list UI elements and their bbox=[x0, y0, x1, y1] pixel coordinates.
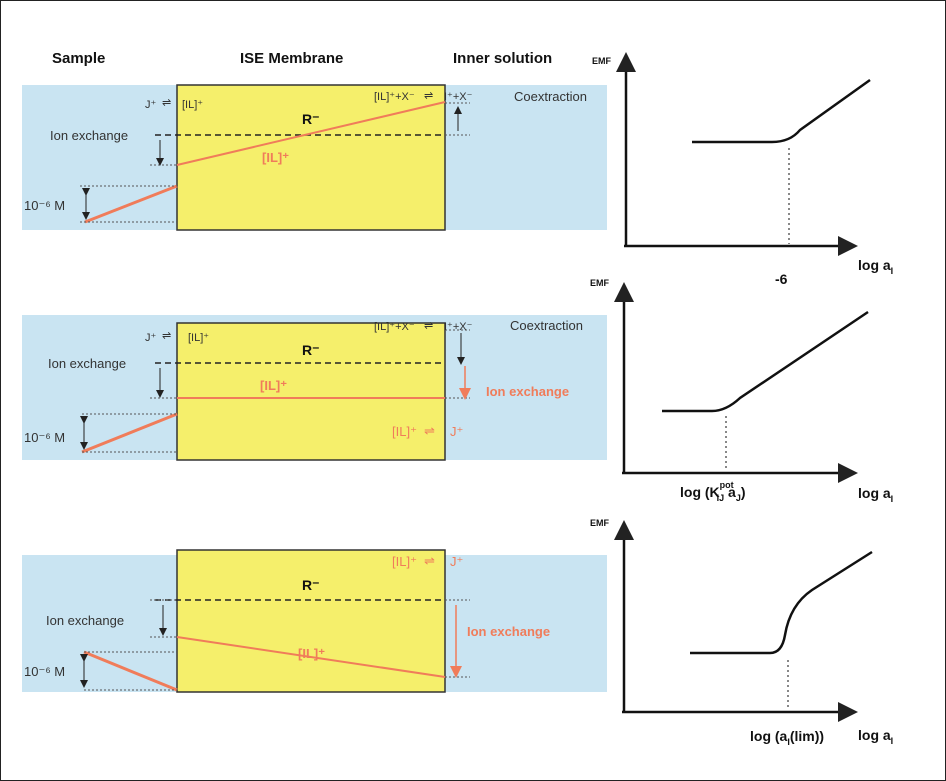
label-membrane-il: [IL]⁺ bbox=[298, 646, 325, 661]
label-conc: 10⁻⁶ M bbox=[24, 430, 65, 445]
emf-chart-3: EMF log aI log (aI(lim)) bbox=[590, 518, 893, 747]
label-conc: 10⁻⁶ M bbox=[24, 664, 65, 679]
header-membrane: ISE Membrane bbox=[240, 50, 343, 67]
membrane-profile-line bbox=[176, 636, 446, 678]
tick-label: log (aI(lim)) bbox=[750, 728, 824, 747]
header-sample: Sample bbox=[52, 50, 105, 67]
tick-label: -6 bbox=[775, 271, 788, 287]
emf-curve bbox=[662, 310, 869, 413]
label-conc: 10⁻⁶ M bbox=[24, 198, 65, 213]
label-i-x: I⁺+X⁻ bbox=[444, 321, 473, 333]
panel-2: J⁺ ⇌ [IL]⁺ R⁻ [IL]⁺ [IL]⁺+X⁻ ⇌ I⁺+X⁻ Coe… bbox=[22, 315, 607, 461]
emf-curve bbox=[692, 78, 871, 144]
y-axis-label: EMF bbox=[590, 518, 610, 528]
label-il-x: [IL]⁺+X⁻ bbox=[374, 321, 415, 333]
emf-curve bbox=[690, 550, 873, 655]
membrane-profile-line bbox=[176, 101, 446, 166]
sample-profile-line bbox=[84, 184, 178, 224]
label-membrane-il: [IL]⁺ bbox=[262, 150, 289, 165]
x-axis-label: log aI bbox=[858, 485, 893, 504]
svg-text:⇌: ⇌ bbox=[424, 423, 435, 438]
sample-profile-line bbox=[81, 412, 178, 454]
membrane-box bbox=[176, 322, 446, 461]
label-coextraction: Coextraction bbox=[510, 318, 583, 333]
panel-3: R⁻ [IL]⁺ [IL]⁺ ⇌ J⁺ Ion exchange Ion exc… bbox=[22, 549, 607, 693]
label-inner-ion-exchange: Ion exchange bbox=[467, 624, 550, 639]
label-r-minus: R⁻ bbox=[302, 577, 320, 593]
label-ion-exchange: Ion exchange bbox=[48, 356, 126, 371]
label-inner-j: J⁺ bbox=[450, 554, 463, 569]
header-inner-solution: Inner solution bbox=[453, 50, 552, 67]
label-r-minus: R⁻ bbox=[302, 342, 320, 358]
label-r-minus: R⁻ bbox=[302, 111, 320, 127]
svg-text:⇌: ⇌ bbox=[162, 330, 171, 342]
label-ion-exchange: Ion exchange bbox=[46, 613, 124, 628]
x-axis-label: log aI bbox=[858, 257, 893, 276]
membrane-box bbox=[176, 84, 446, 231]
svg-text:⇌: ⇌ bbox=[424, 553, 435, 568]
label-i-x: I⁺+X⁻ bbox=[444, 91, 473, 103]
label-j-plus: J⁺ bbox=[145, 332, 157, 344]
label-inner-il: [IL]⁺ bbox=[392, 554, 417, 569]
label-il-plus: [IL]⁺ bbox=[188, 332, 209, 344]
x-axis-label: log aI bbox=[858, 727, 893, 746]
emf-chart-1: EMF log aI -6 bbox=[592, 52, 893, 287]
y-axis-label: EMF bbox=[592, 56, 612, 66]
tick-label: log (Kpot IJ aJ) bbox=[680, 480, 746, 503]
label-inner-ion-exchange: Ion exchange bbox=[486, 384, 569, 399]
membrane-box bbox=[176, 549, 446, 693]
label-il-plus: [IL]⁺ bbox=[182, 99, 203, 111]
label-j-plus: J⁺ bbox=[145, 99, 157, 111]
label-coextraction: Coextraction bbox=[514, 89, 587, 104]
label-il-x: [IL]⁺+X⁻ bbox=[374, 91, 415, 103]
svg-text:⇌: ⇌ bbox=[424, 90, 433, 102]
label-ion-exchange: Ion exchange bbox=[50, 128, 128, 143]
y-axis-label: EMF bbox=[590, 278, 610, 288]
label-membrane-il: [IL]⁺ bbox=[260, 378, 287, 393]
svg-text:⇌: ⇌ bbox=[162, 97, 171, 109]
label-inner-j: J⁺ bbox=[450, 424, 463, 439]
svg-text:⇌: ⇌ bbox=[424, 320, 433, 332]
sample-profile-line bbox=[83, 650, 178, 692]
emf-chart-2: EMF log aI log (Kpot IJ aJ) bbox=[590, 278, 893, 504]
panel-1: J⁺ ⇌ [IL]⁺ R⁻ [IL]⁺ [IL]⁺+X⁻ ⇌ I⁺+X⁻ Coe… bbox=[22, 84, 607, 231]
label-inner-il: [IL]⁺ bbox=[392, 424, 417, 439]
